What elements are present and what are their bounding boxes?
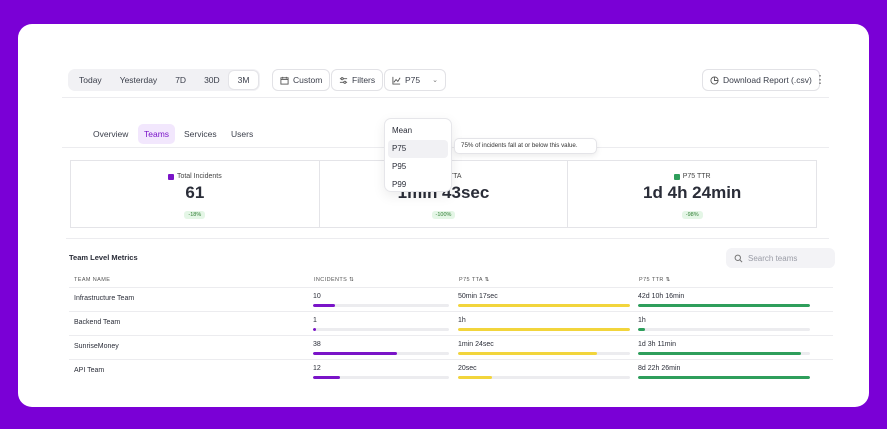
incidents-value: 38 bbox=[313, 341, 321, 348]
team-metrics-section: Team Level Metrics Team Name Incidents ⇅… bbox=[66, 238, 835, 407]
team-name-cell[interactable]: API Team bbox=[74, 367, 105, 374]
incidents-bar-fill bbox=[313, 376, 341, 379]
search-box[interactable] bbox=[726, 248, 835, 268]
stat-total-incidents: Total Incidents 61 -18% bbox=[71, 161, 320, 227]
legend-swatch bbox=[167, 173, 174, 180]
tta-bar-fill bbox=[458, 352, 598, 355]
stat-p75-ttr: P75 TTR 1d 4h 24min -98% bbox=[568, 161, 816, 227]
date-range-segment: Today Yesterday 7D 30D 3M bbox=[68, 69, 261, 91]
column-header-ttr[interactable]: P75 TTR ⇅ bbox=[639, 277, 671, 283]
tta-bar-track bbox=[458, 328, 630, 331]
stat-delta-badge: -98% bbox=[681, 211, 703, 219]
incidents-bar-track bbox=[313, 328, 449, 331]
ttr-value: 1d 3h 11min bbox=[638, 341, 677, 348]
option-p95[interactable]: P95 bbox=[392, 162, 407, 171]
option-p99[interactable]: P99 bbox=[392, 180, 407, 189]
tta-bar-track bbox=[458, 376, 630, 379]
ttr-bar-track bbox=[638, 328, 810, 331]
incidents-value: 1 bbox=[313, 317, 317, 324]
ttr-bar-fill bbox=[638, 352, 802, 355]
tta-value: 50min 17sec bbox=[458, 293, 498, 300]
tta-bar-track bbox=[458, 352, 630, 355]
calendar-icon bbox=[280, 76, 289, 85]
column-header-tta[interactable]: P75 TTA ⇅ bbox=[459, 277, 490, 283]
ttr-bar-track bbox=[638, 376, 810, 379]
chevron-down-icon: ⌄ bbox=[432, 77, 438, 84]
stat-value: 1d 4h 24min bbox=[643, 183, 742, 202]
custom-range-button[interactable]: Custom bbox=[272, 69, 331, 91]
percentile-dropdown: Mean P75 P95 P99 bbox=[384, 118, 452, 192]
incidents-value: 12 bbox=[313, 365, 321, 372]
toolbar: Today Yesterday 7D 30D 3M Custom Filters… bbox=[62, 64, 829, 98]
tta-bar-fill bbox=[458, 376, 493, 379]
stat-delta-badge: -100% bbox=[431, 211, 456, 219]
tta-bar-track bbox=[458, 304, 630, 307]
incidents-bar-track bbox=[313, 376, 449, 379]
tta-value: 20sec bbox=[458, 365, 477, 372]
option-p75[interactable]: P75 bbox=[388, 140, 448, 158]
legend-swatch bbox=[673, 173, 680, 180]
ttr-bar-fill bbox=[638, 328, 645, 331]
ttr-value: 42d 10h 16min bbox=[638, 293, 685, 300]
tta-bar-fill bbox=[458, 304, 630, 307]
incidents-bar-fill bbox=[313, 328, 316, 331]
more-options-icon[interactable]: ⋮ bbox=[814, 74, 826, 86]
team-name-cell[interactable]: Infrastructure Team bbox=[74, 295, 135, 302]
incidents-bar-fill bbox=[313, 352, 398, 355]
percentile-label: P75 bbox=[405, 75, 421, 85]
range-7d[interactable]: 7D bbox=[175, 75, 187, 85]
stat-value: 61 bbox=[185, 183, 205, 202]
pie-icon bbox=[710, 75, 719, 85]
download-report-button[interactable]: Download Report (.csv) bbox=[702, 69, 820, 91]
team-name-cell[interactable]: SunriseMoney bbox=[74, 343, 119, 350]
download-label: Download Report (.csv) bbox=[723, 75, 812, 85]
sliders-icon bbox=[339, 76, 348, 84]
table-row[interactable]: Backend Team 1 1h 1h bbox=[69, 311, 833, 335]
analytics-app: Today Yesterday 7D 30D 3M Custom Filters… bbox=[62, 64, 835, 407]
tta-value: 1h bbox=[458, 317, 466, 324]
percentile-select[interactable]: P75 ⌄ bbox=[384, 69, 446, 91]
ttr-value: 1h bbox=[638, 317, 646, 324]
column-header-incidents[interactable]: Incidents ⇅ bbox=[314, 277, 355, 283]
range-3m[interactable]: 3M bbox=[228, 71, 259, 89]
table-row[interactable]: API Team 12 20sec 8d 22h 26min bbox=[69, 359, 833, 383]
p75-tooltip: 75% of incidents fall at or below this v… bbox=[454, 138, 597, 154]
tab-users[interactable]: Users bbox=[231, 129, 254, 139]
option-mean[interactable]: Mean bbox=[392, 126, 413, 135]
ttr-bar-track bbox=[638, 304, 810, 307]
chart-icon bbox=[392, 76, 401, 85]
incidents-value: 10 bbox=[313, 293, 321, 300]
tta-value: 1min 24sec bbox=[458, 341, 494, 348]
table-row[interactable]: Infrastructure Team 10 50min 17sec 42d 10h … bbox=[69, 287, 833, 311]
stat-delta-badge: -18% bbox=[184, 211, 206, 219]
incidents-bar-track bbox=[313, 304, 449, 307]
ttr-value: 8d 22h 26min bbox=[638, 365, 681, 372]
tta-bar-fill bbox=[458, 328, 630, 331]
incidents-bar-track bbox=[313, 352, 449, 355]
incidents-bar-fill bbox=[313, 304, 335, 307]
tab-teams[interactable]: Teams bbox=[138, 124, 176, 144]
range-yesterday[interactable]: Yesterday bbox=[119, 75, 158, 85]
range-today[interactable]: Today bbox=[79, 75, 102, 85]
ttr-bar-fill bbox=[638, 376, 810, 379]
range-30d[interactable]: 30D bbox=[204, 75, 220, 85]
tab-overview[interactable]: Overview bbox=[93, 129, 129, 139]
search-icon bbox=[734, 254, 743, 262]
tab-services[interactable]: Services bbox=[184, 129, 217, 139]
stat-label: P75 TTR bbox=[682, 173, 711, 180]
ttr-bar-track bbox=[638, 352, 810, 355]
ttr-bar-fill bbox=[638, 304, 810, 307]
custom-label: Custom bbox=[293, 75, 323, 85]
section-title: Team Level Metrics bbox=[69, 253, 138, 262]
column-header-team: Team Name bbox=[74, 277, 111, 283]
team-name-cell[interactable]: Backend Team bbox=[74, 319, 121, 326]
card-container: Today Yesterday 7D 30D 3M Custom Filters… bbox=[18, 24, 869, 407]
search-input[interactable] bbox=[748, 253, 828, 263]
filters-button[interactable]: Filters bbox=[331, 69, 384, 91]
filters-label: Filters bbox=[352, 75, 376, 85]
table-row[interactable]: SunriseMoney 38 1min 24sec 1d 3h 11min bbox=[69, 335, 833, 359]
stat-label: Total Incidents bbox=[176, 173, 222, 180]
